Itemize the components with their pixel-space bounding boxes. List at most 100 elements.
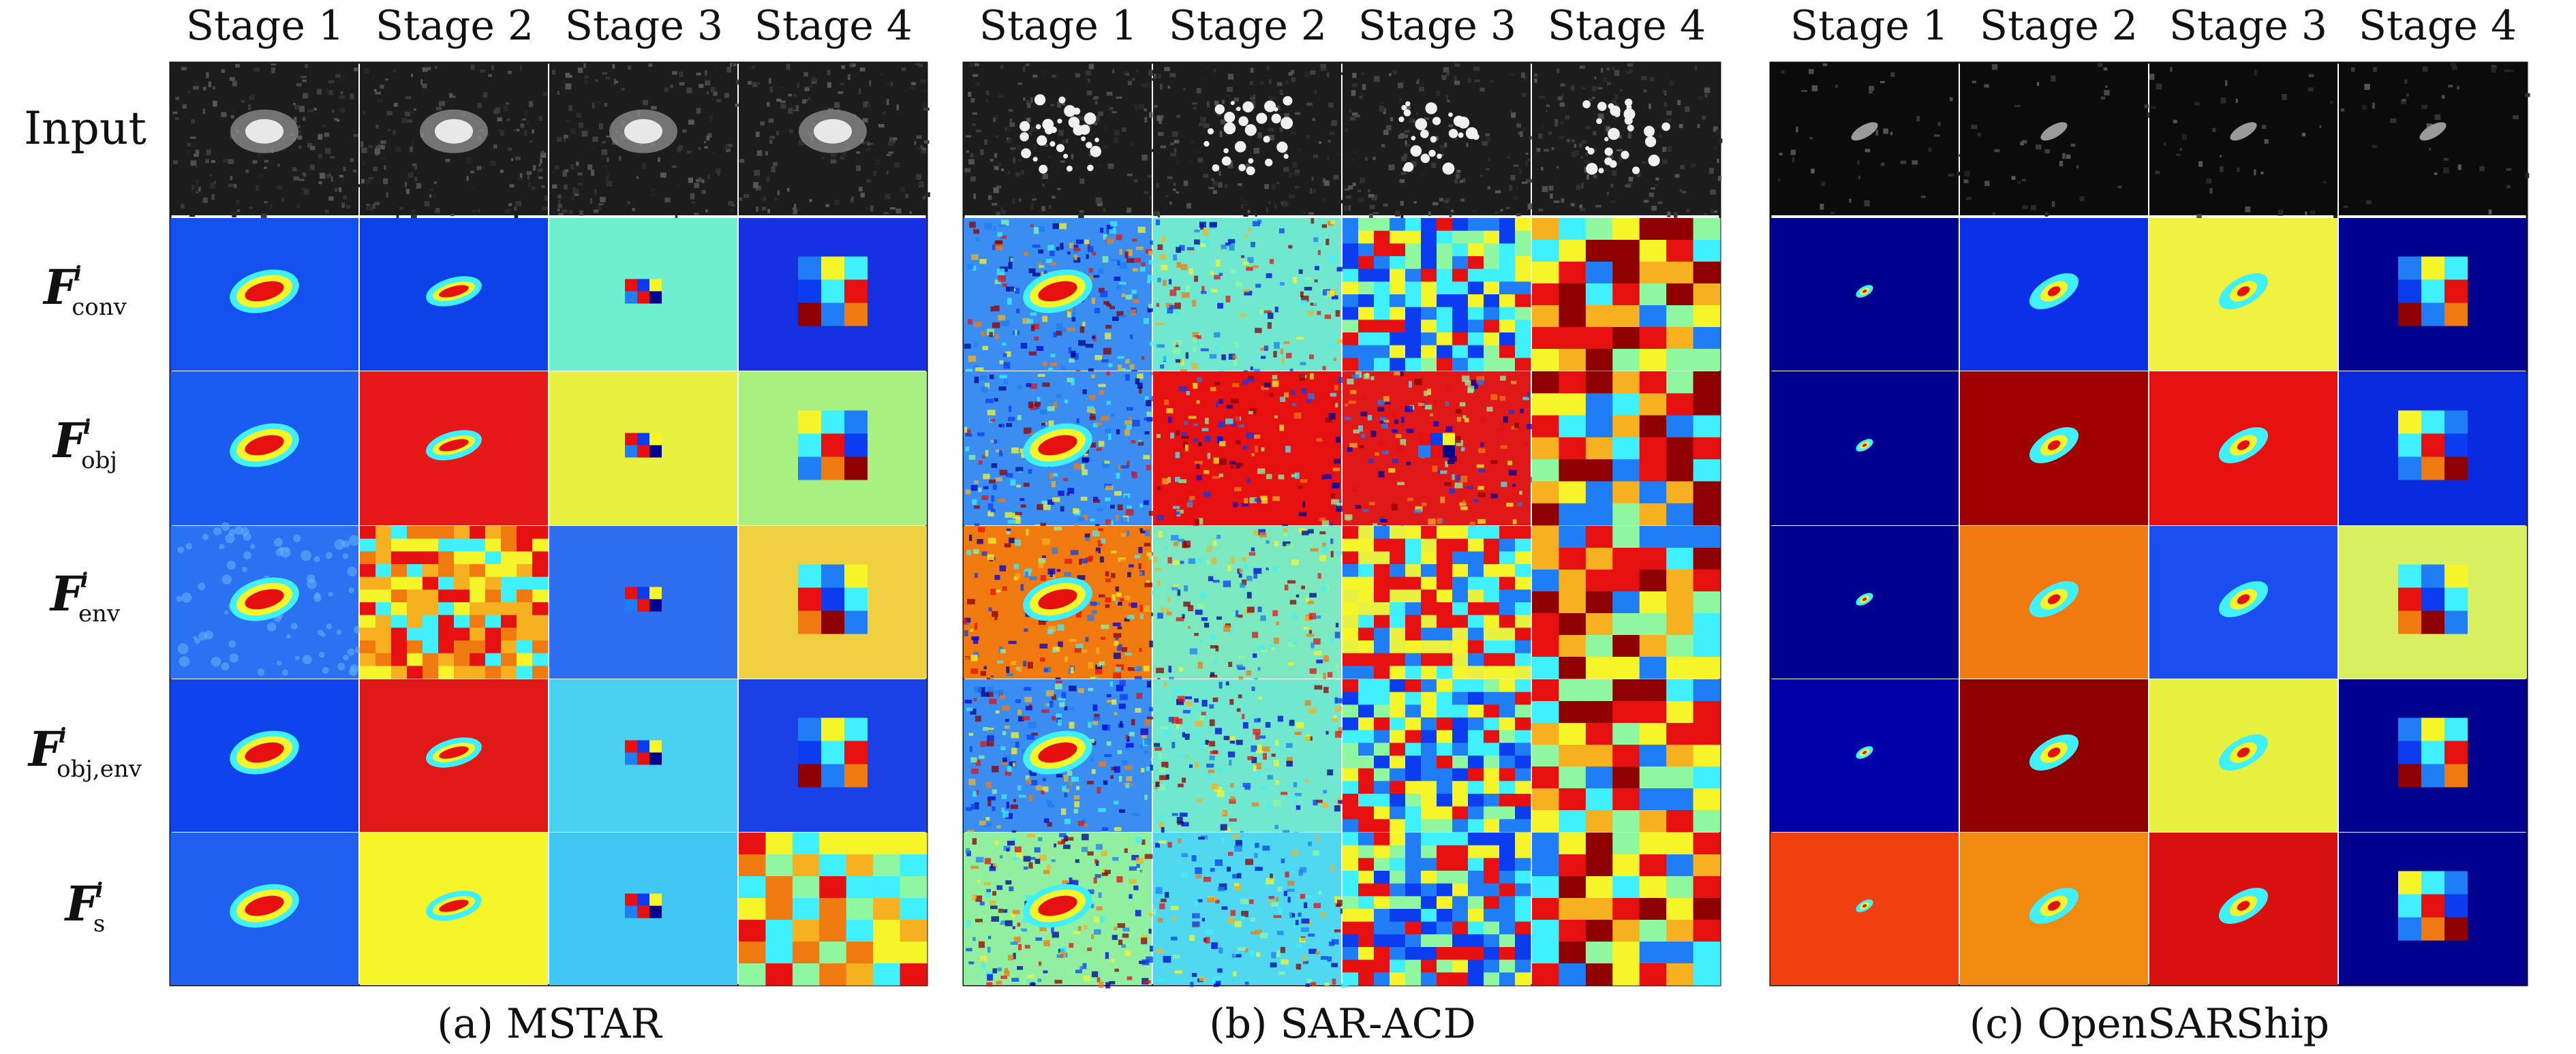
feature-map-cell	[1343, 679, 1531, 833]
feature-map-cell	[360, 526, 549, 679]
input-background	[2149, 63, 2337, 215]
feature-map-cell	[170, 218, 358, 371]
feature-map-cell	[549, 371, 737, 525]
feature-map-cell	[170, 522, 362, 679]
feature-map-cell	[1960, 63, 2153, 217]
feature-map-cell	[2339, 526, 2527, 679]
feature-map-cell	[549, 63, 741, 219]
panel-caption-sar-acd: (b) SAR-ACD	[1209, 1000, 1476, 1048]
row-label-f-obj-env: Fiobj,env	[29, 721, 142, 783]
feature-map-cell	[1532, 63, 1723, 218]
feature-map-cell	[1153, 526, 1343, 684]
stage-header: Stage 1	[185, 2, 345, 50]
feature-map-cell	[1153, 371, 1344, 530]
stage-header: Stage 2	[1168, 2, 1328, 50]
feature-map-cell	[739, 679, 927, 832]
feature-map-cell	[1960, 218, 2148, 371]
feature-map-cell	[1532, 371, 1721, 526]
feature-map-cell	[360, 371, 548, 525]
row-label-input: Input	[24, 102, 147, 155]
feature-map-cell	[1960, 679, 2148, 832]
feature-map-cell	[549, 526, 737, 679]
feature-map-cell	[2149, 526, 2337, 679]
feature-map-cell	[1532, 833, 1721, 986]
feature-map-cell	[170, 833, 358, 985]
feature-map-cell	[549, 679, 737, 832]
feature-map-cell	[1532, 218, 1721, 371]
stage-header: Stage 3	[564, 2, 724, 50]
feature-map-cell	[2149, 371, 2337, 525]
feature-map-cell	[1770, 218, 1959, 371]
feature-map-cell	[739, 218, 927, 371]
feature-map-cell	[1770, 371, 1959, 525]
feature-map-cell	[2149, 218, 2337, 371]
stage-header: Stage 2	[375, 2, 534, 50]
row-label-f-conv: Ficonv	[44, 259, 127, 321]
feature-map-cell	[1532, 679, 1721, 833]
feature-map-cell	[1960, 371, 2148, 525]
feature-map-cell	[360, 63, 548, 221]
map-background	[1153, 833, 1341, 985]
row-label-f-s: Fis	[65, 875, 106, 937]
feature-map-cell	[170, 63, 363, 220]
feature-map-cell	[1343, 218, 1531, 371]
feature-map-cell	[1532, 526, 1721, 679]
feature-map-cell	[2149, 833, 2337, 985]
panel-caption-mstar: (a) MSTAR	[437, 1000, 662, 1048]
feature-map-cell	[170, 679, 358, 832]
feature-map-cell	[964, 218, 1156, 377]
input-background	[1770, 63, 1959, 215]
feature-map-cell	[1153, 679, 1345, 837]
feature-map-cell	[1153, 833, 1349, 988]
feature-map-cell	[1343, 371, 1534, 530]
feature-map-cell	[2339, 833, 2527, 985]
stage-header: Stage 4	[2358, 2, 2517, 50]
feature-map-cell	[170, 371, 358, 525]
feature-map-cell	[1960, 833, 2148, 985]
feature-map-cell	[2149, 679, 2337, 832]
feature-map-cell	[549, 218, 737, 371]
feature-map-cell	[739, 371, 927, 525]
feature-map-cell	[360, 833, 548, 985]
feature-map-cell	[1153, 63, 1345, 218]
stage-header: Stage 3	[1358, 2, 1517, 50]
feature-map-cell	[1770, 833, 1959, 985]
panel-caption-opensarship: (c) OpenSARShip	[1969, 1000, 2330, 1048]
feature-map-cell	[2339, 63, 2530, 215]
feature-map-cell	[2339, 679, 2527, 832]
input-background	[2339, 63, 2527, 215]
feature-map-cell	[2149, 63, 2337, 220]
feature-map-cell	[1153, 218, 1345, 377]
feature-map-cell	[360, 679, 548, 832]
stage-header: Stage 4	[1547, 2, 1706, 50]
stage-header: Stage 1	[1790, 2, 1949, 50]
stage-header: Stage 3	[2168, 2, 2328, 50]
feature-map-cell	[964, 833, 1154, 989]
feature-map-cell	[739, 833, 927, 986]
feature-map-cell	[360, 218, 548, 371]
feature-map-cell	[964, 63, 1156, 219]
feature-map-cell	[1770, 526, 1959, 679]
feature-map-cell	[2339, 218, 2527, 371]
row-label-f-env: Fienv	[50, 565, 121, 627]
stage-header: Stage 1	[979, 2, 1138, 50]
feature-map-cell	[1343, 63, 1533, 220]
feature-map-cell	[549, 833, 737, 985]
feature-map-cell	[1343, 833, 1531, 986]
input-background	[1960, 63, 2148, 215]
row-label-f-obj: Fiobj	[53, 412, 117, 474]
feature-map-cell	[739, 526, 927, 679]
stage-header: Stage 2	[1979, 2, 2138, 50]
feature-map-cell	[1960, 526, 2148, 679]
feature-map-cell	[2339, 371, 2527, 525]
feature-map-cell	[1343, 526, 1531, 679]
feature-map-cell	[1770, 63, 1961, 215]
feature-map-cell	[964, 679, 1157, 838]
feature-map-cell	[739, 63, 930, 215]
input-background	[1532, 63, 1720, 215]
feature-map-cell	[1770, 679, 1959, 832]
stage-header: Stage 4	[754, 2, 913, 50]
feature-map-cell	[964, 371, 1158, 530]
feature-map-cell	[964, 526, 1159, 683]
